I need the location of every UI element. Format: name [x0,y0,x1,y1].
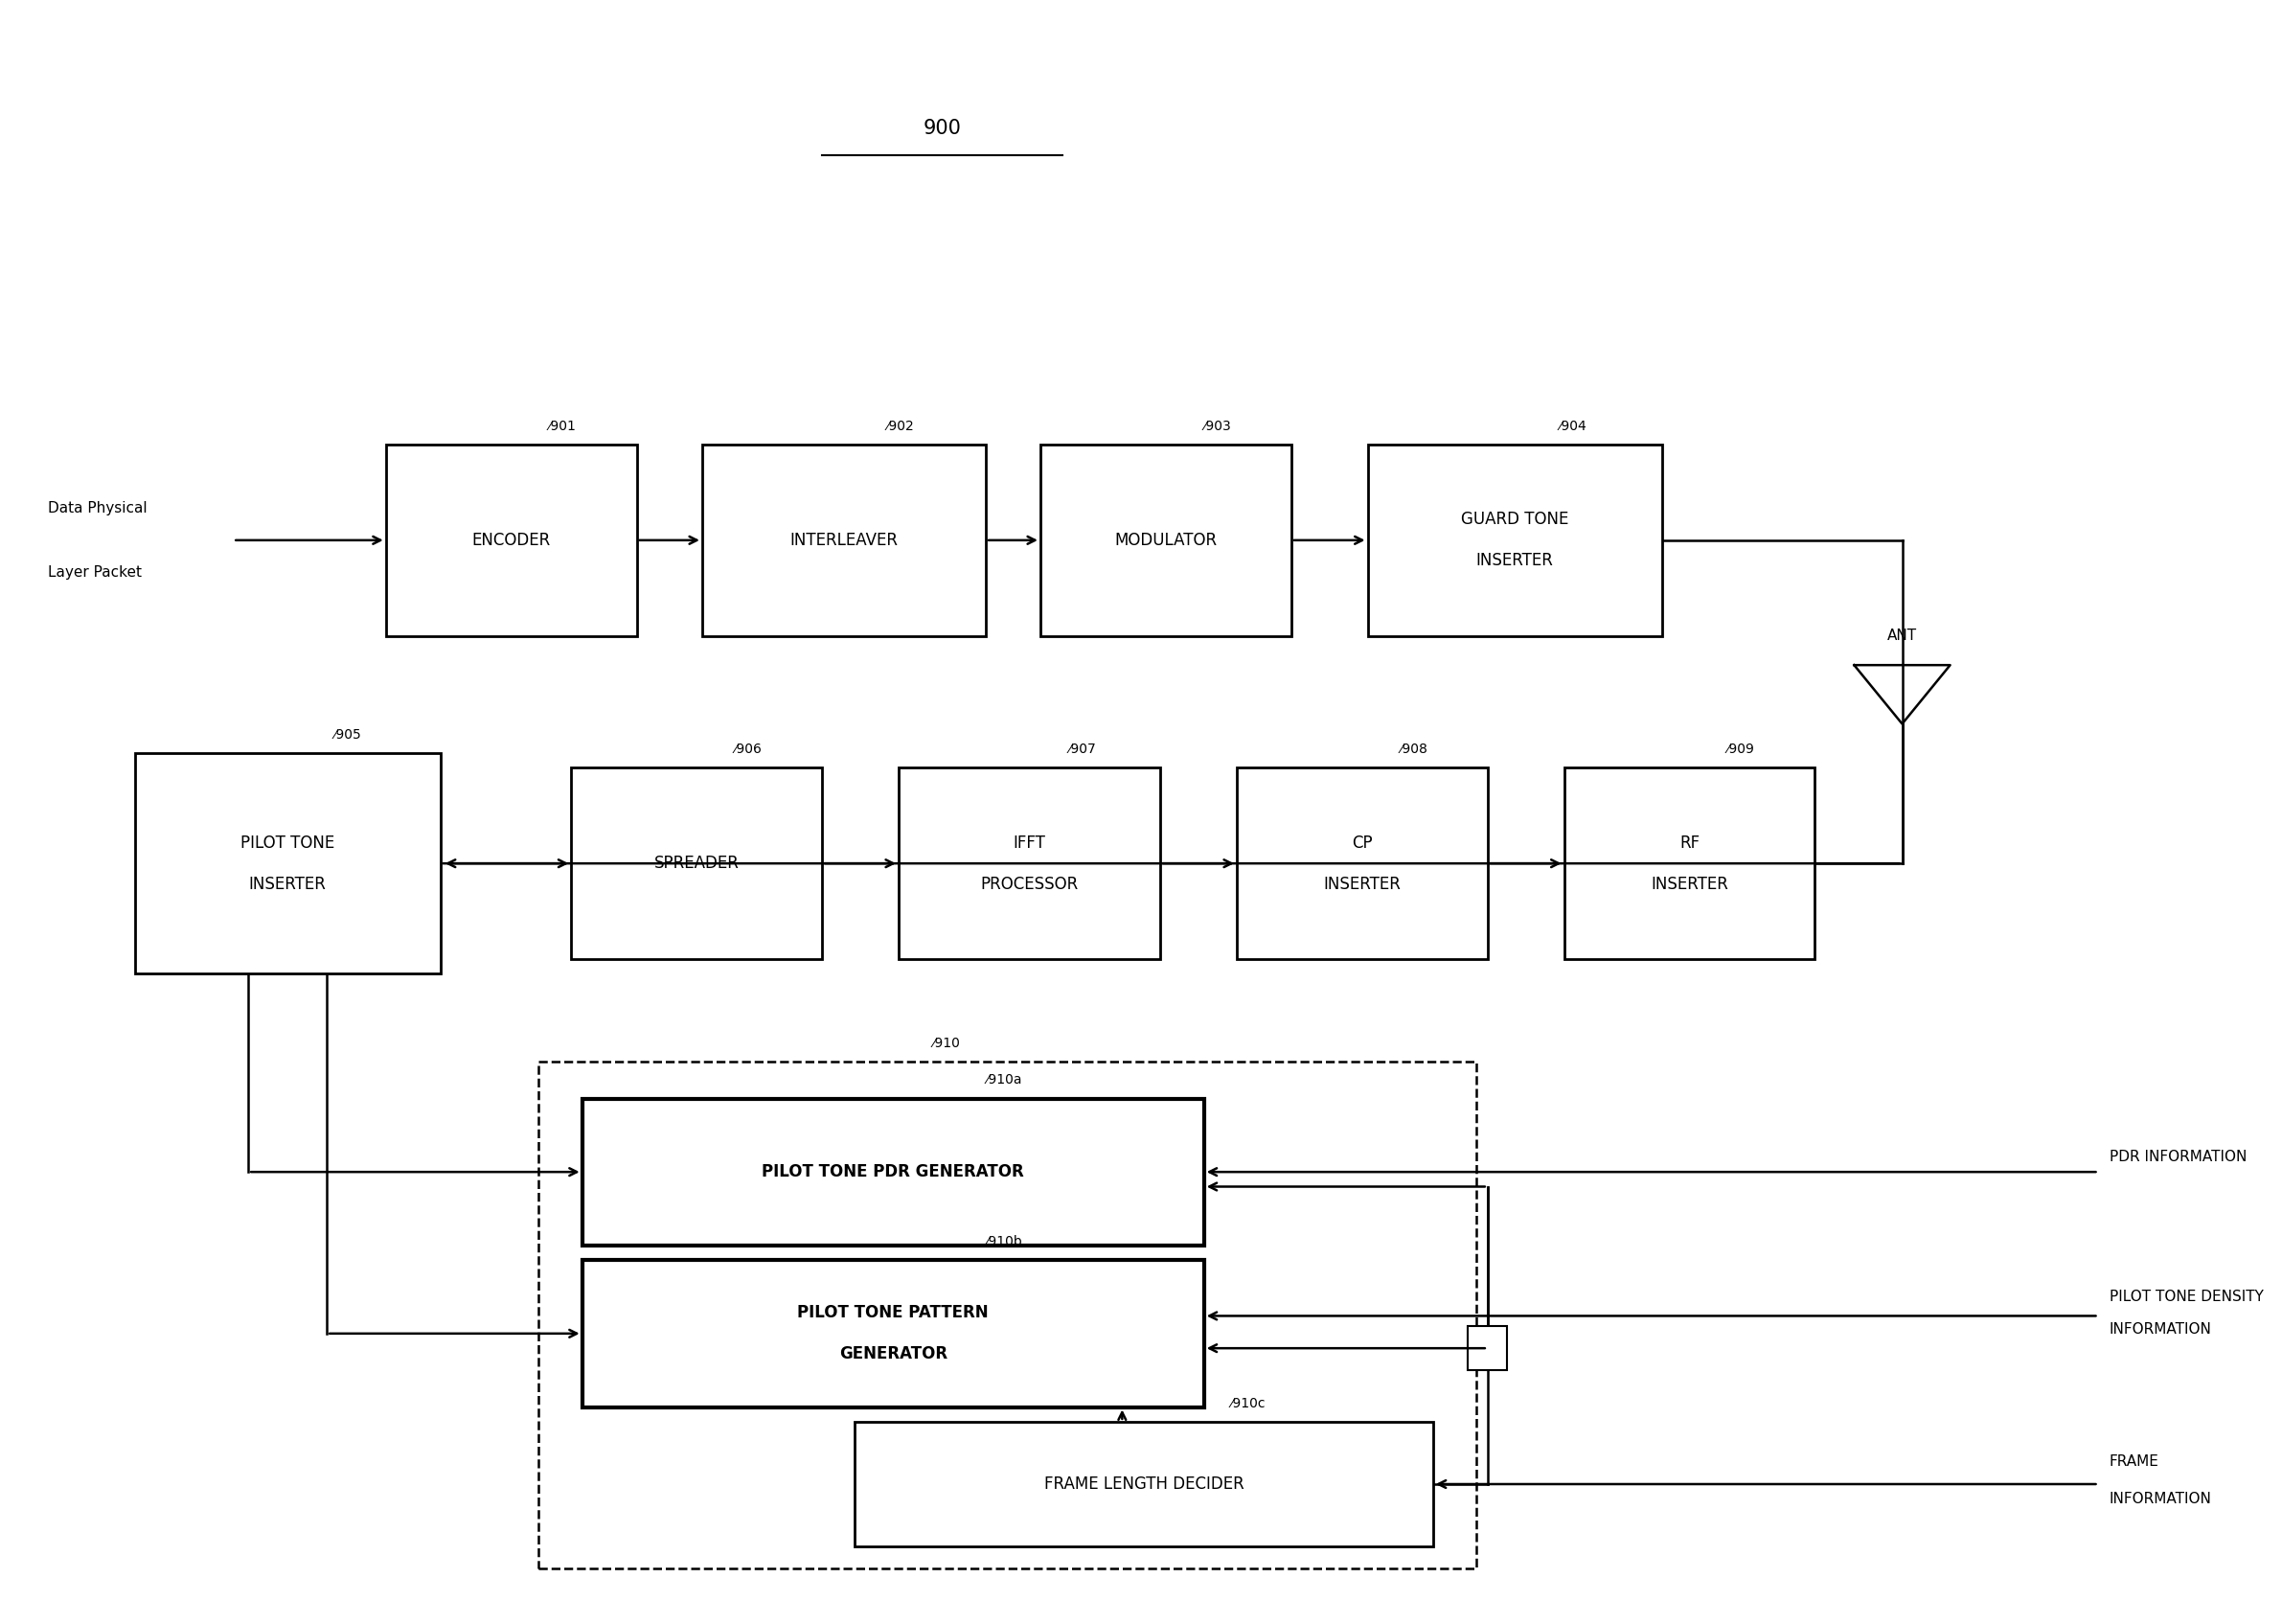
Text: ⁄910c: ⁄910c [1230,1397,1267,1410]
Bar [856,1421,1433,1546]
Bar [1237,768,1488,958]
Text: INSERTER: INSERTER [1650,875,1727,893]
Text: ⁄901: ⁄901 [550,419,577,434]
Text: PILOT TONE DENSITY: PILOT TONE DENSITY [2109,1289,2264,1304]
Text: ⁄906: ⁄906 [735,742,762,757]
Bar [1467,1327,1506,1371]
Text: CP: CP [1351,835,1371,851]
Text: PILOT TONE PDR GENERATOR: PILOT TONE PDR GENERATOR [762,1163,1025,1181]
Text: ⁄907: ⁄907 [1068,742,1095,757]
Text: ANT: ANT [1887,628,1917,643]
Text: INTERLEAVER: INTERLEAVER [790,531,899,549]
Text: ENCODER: ENCODER [472,531,550,549]
Bar [570,768,822,958]
Bar [703,445,986,635]
Text: IFFT: IFFT [1013,835,1045,851]
Text: ⁄909: ⁄909 [1727,742,1755,757]
Bar [539,1062,1476,1569]
Text: FRAME LENGTH DECIDER: FRAME LENGTH DECIDER [1043,1476,1244,1492]
Text: ⁄910: ⁄910 [933,1036,961,1051]
Text: Data Physical: Data Physical [48,500,146,515]
Text: GENERATOR: GENERATOR [840,1345,947,1363]
Bar [1041,445,1292,635]
Text: FRAME: FRAME [2109,1455,2159,1470]
Text: RF: RF [1680,835,1700,851]
Text: PILOT TONE PATTERN: PILOT TONE PATTERN [796,1304,988,1322]
Text: INSERTER: INSERTER [1324,875,1401,893]
Text: ⁄910a: ⁄910a [986,1073,1022,1086]
Bar [582,1260,1205,1406]
Text: PROCESSOR: PROCESSOR [981,875,1079,893]
Bar [386,445,637,635]
Bar [582,1098,1205,1246]
Text: INFORMATION: INFORMATION [2109,1322,2211,1337]
Text: 900: 900 [922,119,961,138]
Text: ⁄905: ⁄905 [333,728,361,742]
Text: ⁄903: ⁄903 [1203,419,1230,434]
Text: ⁄902: ⁄902 [885,419,915,434]
Text: INFORMATION: INFORMATION [2109,1491,2211,1505]
Text: PDR INFORMATION: PDR INFORMATION [2109,1150,2248,1164]
Text: ⁄904: ⁄904 [1559,419,1586,434]
Text: INSERTER: INSERTER [1476,552,1554,570]
Bar [899,768,1159,958]
Bar [1563,768,1814,958]
Text: INSERTER: INSERTER [249,875,326,893]
Text: PILOT TONE: PILOT TONE [240,835,335,851]
Text: MODULATOR: MODULATOR [1114,531,1216,549]
Bar [1367,445,1661,635]
Text: SPREADER: SPREADER [655,854,739,872]
Text: ⁄908: ⁄908 [1399,742,1429,757]
Text: Layer Packet: Layer Packet [48,565,141,580]
Bar [135,754,440,974]
Text: ⁄910b: ⁄910b [986,1234,1022,1249]
Text: GUARD TONE: GUARD TONE [1460,512,1568,528]
